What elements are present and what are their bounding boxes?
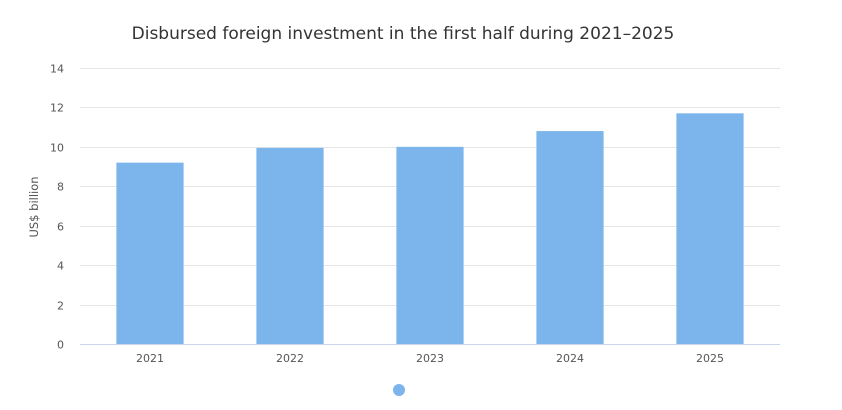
bar-2021[interactable] [116,162,184,344]
x-tick-label: 2024 [556,352,584,365]
bar-2024[interactable] [536,131,604,344]
bar-2022[interactable] [256,147,324,344]
y-tick-label: 12 [50,102,64,115]
x-tick-label: 2023 [416,352,444,365]
y-tick-label: 10 [50,142,64,155]
y-tick-label: 0 [57,339,64,352]
y-axis-label: US$ billion [27,176,41,237]
bar-2025[interactable] [676,113,744,344]
bars [116,113,744,344]
x-tick-label: 2022 [276,352,304,365]
y-tick-label: 14 [50,63,64,76]
y-tick-label: 6 [57,221,64,234]
x-tick-label: 2021 [136,352,164,365]
y-tick-label: 4 [57,260,64,273]
y-tick-label: 2 [57,300,64,313]
chart-title: Disbursed foreign investment in the firs… [132,24,675,44]
y-axis-ticks: 0 2 4 6 8 10 12 14 [50,63,64,352]
bar-2023[interactable] [396,146,464,344]
x-tick-label: 2025 [696,352,724,365]
x-axis-ticks: 2021 2022 2023 2024 2025 [136,352,724,365]
legend-series-marker[interactable] [393,384,405,396]
y-tick-label: 8 [57,181,64,194]
